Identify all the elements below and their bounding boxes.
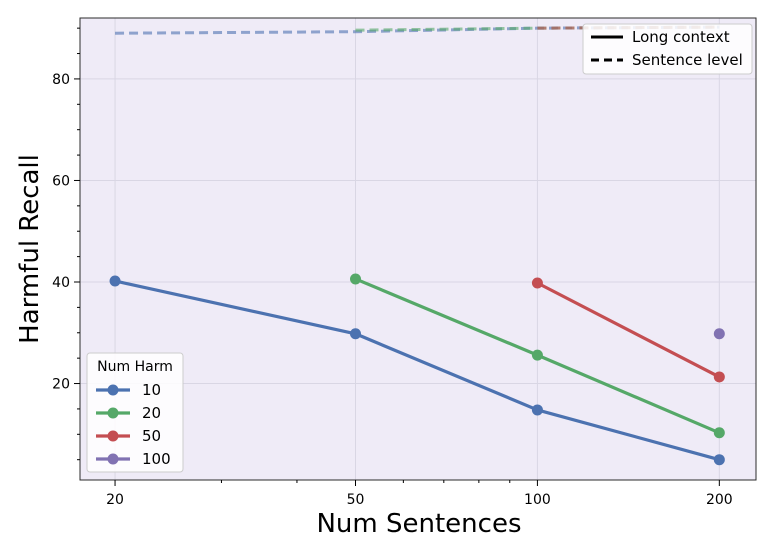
plot-frame	[79, 17, 757, 481]
plot-background	[80, 18, 756, 480]
legend-series-label: 100	[142, 450, 171, 468]
legend-series-label: 50	[142, 427, 161, 445]
grid	[80, 18, 756, 480]
x-tick-label: 100	[524, 492, 551, 508]
legend-long-context-label: Long context	[632, 28, 730, 46]
data-point	[531, 404, 543, 416]
y-tick-label: 40	[52, 275, 70, 291]
series-legend: Num Harm 10 20 50 100	[86, 352, 184, 473]
data-point	[713, 427, 725, 439]
legend-series-marker	[107, 453, 119, 465]
data-point	[713, 328, 725, 340]
long-context-line	[114, 279, 720, 462]
style-legend-frame	[582, 23, 753, 75]
legend-series-label: 20	[142, 404, 161, 422]
x-axis-title: Num Sentences	[316, 509, 521, 539]
series-legend-items: 10 20 50 100	[96, 381, 171, 468]
style-legend: Long context Sentence level	[582, 23, 753, 75]
series-legend-title: Num Harm	[97, 359, 173, 375]
axes: 20 50 100 200 20 40 60 80	[52, 17, 757, 508]
legend-sentence-level-label: Sentence level	[632, 51, 743, 69]
y-tick-label: 60	[52, 173, 70, 189]
data-point	[350, 273, 362, 285]
sentence-level-line	[115, 25, 720, 35]
sentence-level-line	[355, 25, 720, 32]
legend-series-marker	[107, 430, 119, 442]
x-tick-label: 50	[347, 492, 365, 508]
legend-series-marker	[107, 384, 119, 396]
data-point	[713, 371, 725, 383]
data-point	[531, 349, 543, 361]
y-axis-title: Harmful Recall	[15, 154, 45, 344]
series-legend-frame	[86, 352, 184, 473]
x-tick-label: 200	[706, 492, 733, 508]
legend-series-marker	[107, 407, 119, 419]
y-tick-label: 80	[52, 72, 70, 88]
y-tick-label: 20	[52, 377, 70, 393]
series-layer	[109, 25, 725, 466]
data-point	[350, 328, 362, 340]
legend-series-label: 10	[142, 381, 161, 399]
data-point	[109, 275, 121, 287]
data-point	[531, 277, 543, 289]
x-tick-label: 20	[106, 492, 124, 508]
long-context-line	[536, 281, 721, 379]
data-point	[713, 454, 725, 466]
